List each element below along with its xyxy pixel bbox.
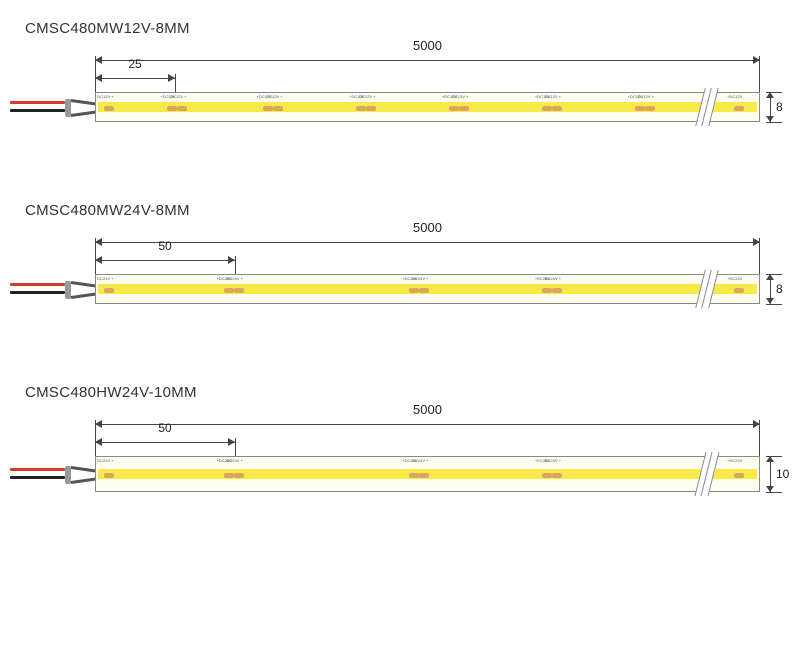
solder-pad (356, 106, 366, 111)
length-label: 5000 (413, 402, 442, 417)
solder-pad (366, 106, 376, 111)
solder-pad (552, 473, 562, 478)
cut-dimension: 50 (95, 252, 235, 270)
solder-pad (224, 473, 234, 478)
solder-pad (263, 106, 273, 111)
strip-diagram-1: CMSC480MW24V-8MM500050DC24V ++DC24VDC24V… (10, 202, 780, 344)
voltage-marking: DC12V + (452, 94, 468, 99)
solder-pad (104, 473, 114, 478)
voltage-marking: DC24V + (412, 458, 428, 463)
cut-label: 50 (158, 421, 171, 435)
height-label: 8 (776, 100, 783, 114)
solder-pad (419, 288, 429, 293)
solder-pad (542, 288, 552, 293)
voltage-marking: DC12V + (170, 94, 186, 99)
led-strip-body: DC12V ++DC12VDC12V ++DC12VDC12V ++DC12VD… (95, 92, 760, 122)
voltage-marking: DC12V + (545, 94, 561, 99)
led-strip-body: DC24V ++DC24VDC24V ++DC24VDC24V ++DC24VD… (95, 456, 760, 492)
model-title: CMSC480HW24V-10MM (25, 384, 780, 401)
length-dimension: 5000 (95, 416, 760, 434)
height-label: 8 (776, 282, 783, 296)
solder-pad (635, 106, 645, 111)
solder-pad (167, 106, 177, 111)
solder-pad (542, 473, 552, 478)
voltage-marking: DC12V + (359, 94, 375, 99)
voltage-marking: DC24V + (545, 276, 561, 281)
solder-pad (449, 106, 459, 111)
voltage-marking: DC12V + (638, 94, 654, 99)
diagram-area: 500025DC12V ++DC12VDC12V ++DC12VDC12V ++… (10, 92, 780, 162)
solder-pad (104, 288, 114, 293)
model-title: CMSC480MW12V-8MM (25, 20, 780, 37)
solder-pad (552, 288, 562, 293)
lead-wires (10, 462, 95, 486)
voltage-marking: DC24V + (227, 276, 243, 281)
voltage-marking: DC12V + (97, 94, 113, 99)
model-title: CMSC480MW24V-8MM (25, 202, 780, 219)
led-band (98, 102, 757, 112)
solder-pad (734, 473, 744, 478)
lead-wires (10, 95, 95, 119)
voltage-marking: DC24V + (545, 458, 561, 463)
voltage-marking: +DC12V (727, 94, 742, 99)
voltage-marking: +DC24V (727, 276, 742, 281)
cut-dimension: 25 (95, 70, 175, 88)
length-dimension: 5000 (95, 52, 760, 70)
cut-label: 50 (158, 239, 171, 253)
strip-diagram-0: CMSC480MW12V-8MM500025DC12V ++DC12VDC12V… (10, 20, 780, 162)
voltage-marking: DC24V + (412, 276, 428, 281)
solder-pad (552, 106, 562, 111)
length-dimension: 5000 (95, 234, 760, 252)
height-dimension: 10 (762, 456, 780, 492)
diagram-area: 500050DC24V ++DC24VDC24V ++DC24VDC24V ++… (10, 456, 780, 526)
solder-pad (409, 473, 419, 478)
voltage-marking: DC24V + (97, 276, 113, 281)
diagram-area: 500050DC24V ++DC24VDC24V ++DC24VDC24V ++… (10, 274, 780, 344)
solder-pad (459, 106, 469, 111)
solder-pad (234, 288, 244, 293)
solder-pad (104, 106, 114, 111)
length-label: 5000 (413, 220, 442, 235)
voltage-marking: DC24V + (97, 458, 113, 463)
solder-pad (409, 288, 419, 293)
cut-dimension: 50 (95, 434, 235, 452)
solder-pad (542, 106, 552, 111)
solder-pad (273, 106, 283, 111)
solder-pad (645, 106, 655, 111)
cut-label: 25 (128, 57, 141, 71)
solder-pad (234, 473, 244, 478)
break-mark (700, 272, 714, 306)
height-dimension: 8 (762, 92, 780, 122)
led-strip-body: DC24V ++DC24VDC24V ++DC24VDC24V ++DC24VD… (95, 274, 760, 304)
length-label: 5000 (413, 38, 442, 53)
height-dimension: 8 (762, 274, 780, 304)
voltage-marking: DC12V + (266, 94, 282, 99)
height-label: 10 (776, 467, 789, 481)
voltage-marking: DC24V + (227, 458, 243, 463)
solder-pad (734, 106, 744, 111)
voltage-marking: +DC24V (727, 458, 742, 463)
lead-wires (10, 277, 95, 301)
strip-diagram-2: CMSC480HW24V-10MM500050DC24V ++DC24VDC24… (10, 384, 780, 526)
solder-pad (734, 288, 744, 293)
solder-pad (419, 473, 429, 478)
break-mark (700, 90, 714, 124)
solder-pad (177, 106, 187, 111)
solder-pad (224, 288, 234, 293)
break-mark (700, 454, 714, 494)
